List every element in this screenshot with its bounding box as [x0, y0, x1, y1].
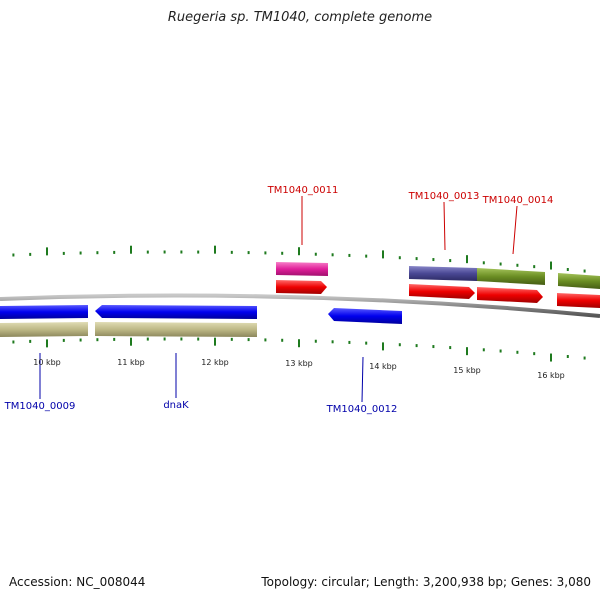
feature-tm1040-0013-box[interactable] — [409, 266, 477, 281]
topology-text: Topology: circular; Length: 3,200,938 bp… — [261, 575, 591, 589]
feature-khaki-1[interactable] — [0, 322, 88, 337]
label-tm1040-0011: TM1040_0011 — [267, 185, 339, 196]
feature-khaki-2[interactable] — [95, 322, 257, 337]
tick-marks — [12, 245, 586, 362]
feature-tm1040-0014-arrow[interactable] — [477, 287, 543, 303]
scale-label-16kbp: 16 kbp — [537, 371, 565, 380]
scale-label-15kbp: 15 kbp — [453, 366, 481, 375]
label-tm1040-0013: TM1040_0013 — [408, 191, 480, 202]
scale-label-12kbp: 12 kbp — [201, 358, 229, 367]
scale-label-11kbp: 11 kbp — [117, 358, 145, 367]
leader-tm1040-0012 — [361, 356, 364, 403]
feature-tm1040-0014-box[interactable] — [477, 268, 545, 285]
scale-label-14kbp: 14 kbp — [369, 362, 397, 371]
feature-tm1040-0012[interactable] — [328, 308, 402, 324]
feature-olive-right[interactable] — [558, 273, 600, 289]
label-tm1040-0009: TM1040_0009 — [4, 401, 76, 412]
leader-tm1040-0014 — [512, 205, 518, 255]
feature-tm1040-0011-box[interactable] — [276, 262, 328, 276]
feature-tm1040-0009[interactable] — [0, 305, 88, 319]
feature-red-right[interactable] — [557, 293, 600, 308]
scale-label-10kbp: 10 kbp — [33, 358, 61, 367]
map-title: Ruegeria sp. TM1040, complete genome — [167, 10, 433, 25]
genome-backbone — [0, 293, 600, 318]
feature-tm1040-0011-arrow[interactable] — [276, 280, 327, 294]
scale-label-13kbp: 13 kbp — [285, 359, 313, 368]
accession-text: Accession: NC_008044 — [9, 575, 146, 589]
label-tm1040-0014: TM1040_0014 — [482, 195, 554, 206]
feature-dnak[interactable] — [95, 305, 257, 319]
label-tm1040-0012: TM1040_0012 — [326, 404, 398, 415]
label-dnak: dnaK — [163, 400, 189, 411]
leader-tm1040-0013 — [443, 201, 446, 251]
feature-tm1040-0013-arrow[interactable] — [409, 284, 475, 299]
